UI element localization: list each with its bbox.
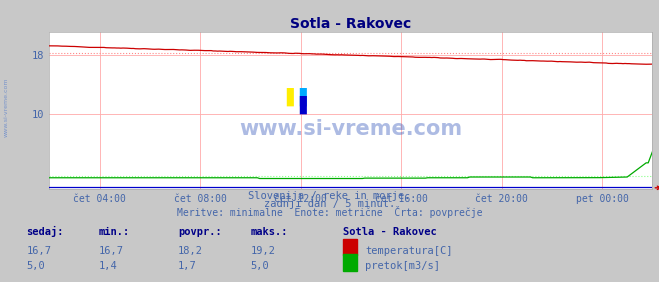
Text: ▌: ▌: [287, 87, 301, 106]
Text: 1,4: 1,4: [99, 261, 117, 271]
Text: 5,0: 5,0: [250, 261, 269, 271]
Text: www.si-vreme.com: www.si-vreme.com: [4, 78, 9, 137]
Text: 1,7: 1,7: [178, 261, 196, 271]
Title: Sotla - Rakovec: Sotla - Rakovec: [291, 17, 411, 31]
Text: sedaj:: sedaj:: [26, 226, 64, 237]
Text: povpr.:: povpr.:: [178, 228, 221, 237]
Text: maks.:: maks.:: [250, 228, 288, 237]
Text: Meritve: minimalne  Enote: metrične  Črta: povprečje: Meritve: minimalne Enote: metrične Črta:…: [177, 206, 482, 218]
Text: Sotla - Rakovec: Sotla - Rakovec: [343, 228, 436, 237]
Text: Slovenija / reke in morje.: Slovenija / reke in morje.: [248, 191, 411, 201]
Text: zadnji dan / 5 minut.: zadnji dan / 5 minut.: [264, 199, 395, 209]
Text: 19,2: 19,2: [250, 246, 275, 256]
Text: 16,7: 16,7: [26, 246, 51, 256]
Text: 16,7: 16,7: [99, 246, 124, 256]
Text: min.:: min.:: [99, 228, 130, 237]
Text: 5,0: 5,0: [26, 261, 45, 271]
Text: ▌: ▌: [299, 87, 312, 106]
Text: ▌: ▌: [299, 95, 312, 114]
Text: 18,2: 18,2: [178, 246, 203, 256]
Text: pretok[m3/s]: pretok[m3/s]: [365, 261, 440, 271]
Text: www.si-vreme.com: www.si-vreme.com: [239, 120, 463, 140]
Text: temperatura[C]: temperatura[C]: [365, 246, 453, 256]
